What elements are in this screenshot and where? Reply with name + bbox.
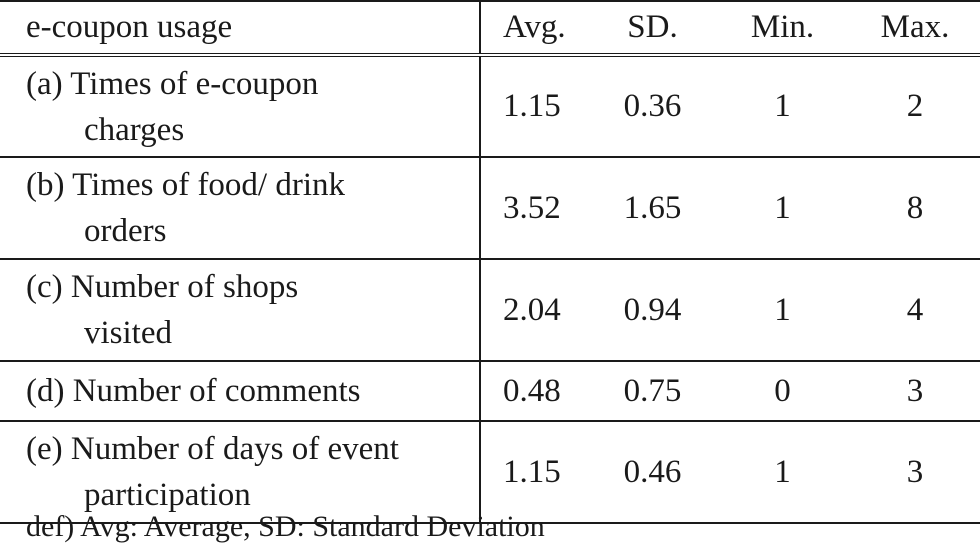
min-cell: 1 bbox=[715, 259, 850, 362]
avg-cell: 1.15 bbox=[479, 55, 590, 158]
row-label-line1: (a) Times of e-coupon bbox=[26, 65, 319, 102]
table-row: (a) Times of e-coupon charges 1.15 0.36 … bbox=[0, 55, 980, 158]
sd-cell: 0.94 bbox=[590, 259, 715, 362]
row-label-cell: (c) Number of shops visited bbox=[0, 259, 480, 362]
row-label-cell: (a) Times of e-coupon charges bbox=[0, 55, 480, 158]
row-label-line1: (e) Number of days of event bbox=[26, 431, 399, 467]
avg-cell: 2.04 bbox=[479, 259, 590, 362]
max-cell: 8 bbox=[850, 157, 980, 260]
max-cell: 4 bbox=[850, 259, 980, 362]
max-cell: 2 bbox=[850, 55, 980, 158]
max-cell: 3 bbox=[850, 421, 980, 524]
sd-cell: 1.65 bbox=[590, 157, 715, 260]
table-row: (c) Number of shops visited 2.04 0.94 1 … bbox=[0, 259, 980, 362]
header-e-coupon-usage: e-coupon usage bbox=[0, 0, 480, 57]
min-cell: 1 bbox=[715, 157, 850, 260]
row-label-cell: (e) Number of days of event participatio… bbox=[0, 421, 480, 524]
row-label-line2: orders bbox=[84, 213, 167, 249]
table-header-row: e-coupon usage Avg. SD. Min. Max. bbox=[0, 0, 980, 57]
row-label-line2: visited bbox=[84, 315, 172, 351]
row-label-line1: (c) Number of shops bbox=[26, 269, 299, 305]
max-cell: 3 bbox=[850, 361, 980, 422]
row-label-cell: (b) Times of food/ drink orders bbox=[0, 157, 480, 260]
row-label-line2: participation bbox=[84, 477, 251, 513]
statistics-table-container: e-coupon usage Avg. SD. Min. Max. (a) Ti… bbox=[0, 0, 980, 524]
sd-cell: 0.75 bbox=[590, 361, 715, 422]
table-row: (e) Number of days of event participatio… bbox=[0, 421, 980, 524]
avg-cell: 3.52 bbox=[479, 157, 590, 260]
row-label-line1: (b) Times of food/ drink bbox=[26, 167, 346, 203]
header-avg: Avg. bbox=[479, 0, 590, 57]
avg-cell: 1.15 bbox=[479, 421, 590, 524]
header-min: Min. bbox=[715, 0, 850, 57]
min-cell: 0 bbox=[715, 361, 850, 422]
avg-cell: 0.48 bbox=[479, 361, 590, 422]
header-sd: SD. bbox=[590, 0, 715, 57]
row-label-cell: (d) Number of comments bbox=[0, 361, 480, 422]
sd-cell: 0.36 bbox=[590, 55, 715, 158]
min-cell: 1 bbox=[715, 55, 850, 158]
table-footnote: def) Avg: Average, SD: Standard Deviatio… bbox=[26, 510, 545, 543]
header-max: Max. bbox=[850, 0, 980, 57]
row-label-line2: charges bbox=[84, 111, 185, 148]
row-label-line1: (d) Number of comments bbox=[26, 373, 361, 409]
e-coupon-usage-table: e-coupon usage Avg. SD. Min. Max. (a) Ti… bbox=[0, 0, 980, 524]
sd-cell: 0.46 bbox=[590, 421, 715, 524]
min-cell: 1 bbox=[715, 421, 850, 524]
table-row: (d) Number of comments 0.48 0.75 0 3 bbox=[0, 361, 980, 422]
table-row: (b) Times of food/ drink orders 3.52 1.6… bbox=[0, 157, 980, 260]
